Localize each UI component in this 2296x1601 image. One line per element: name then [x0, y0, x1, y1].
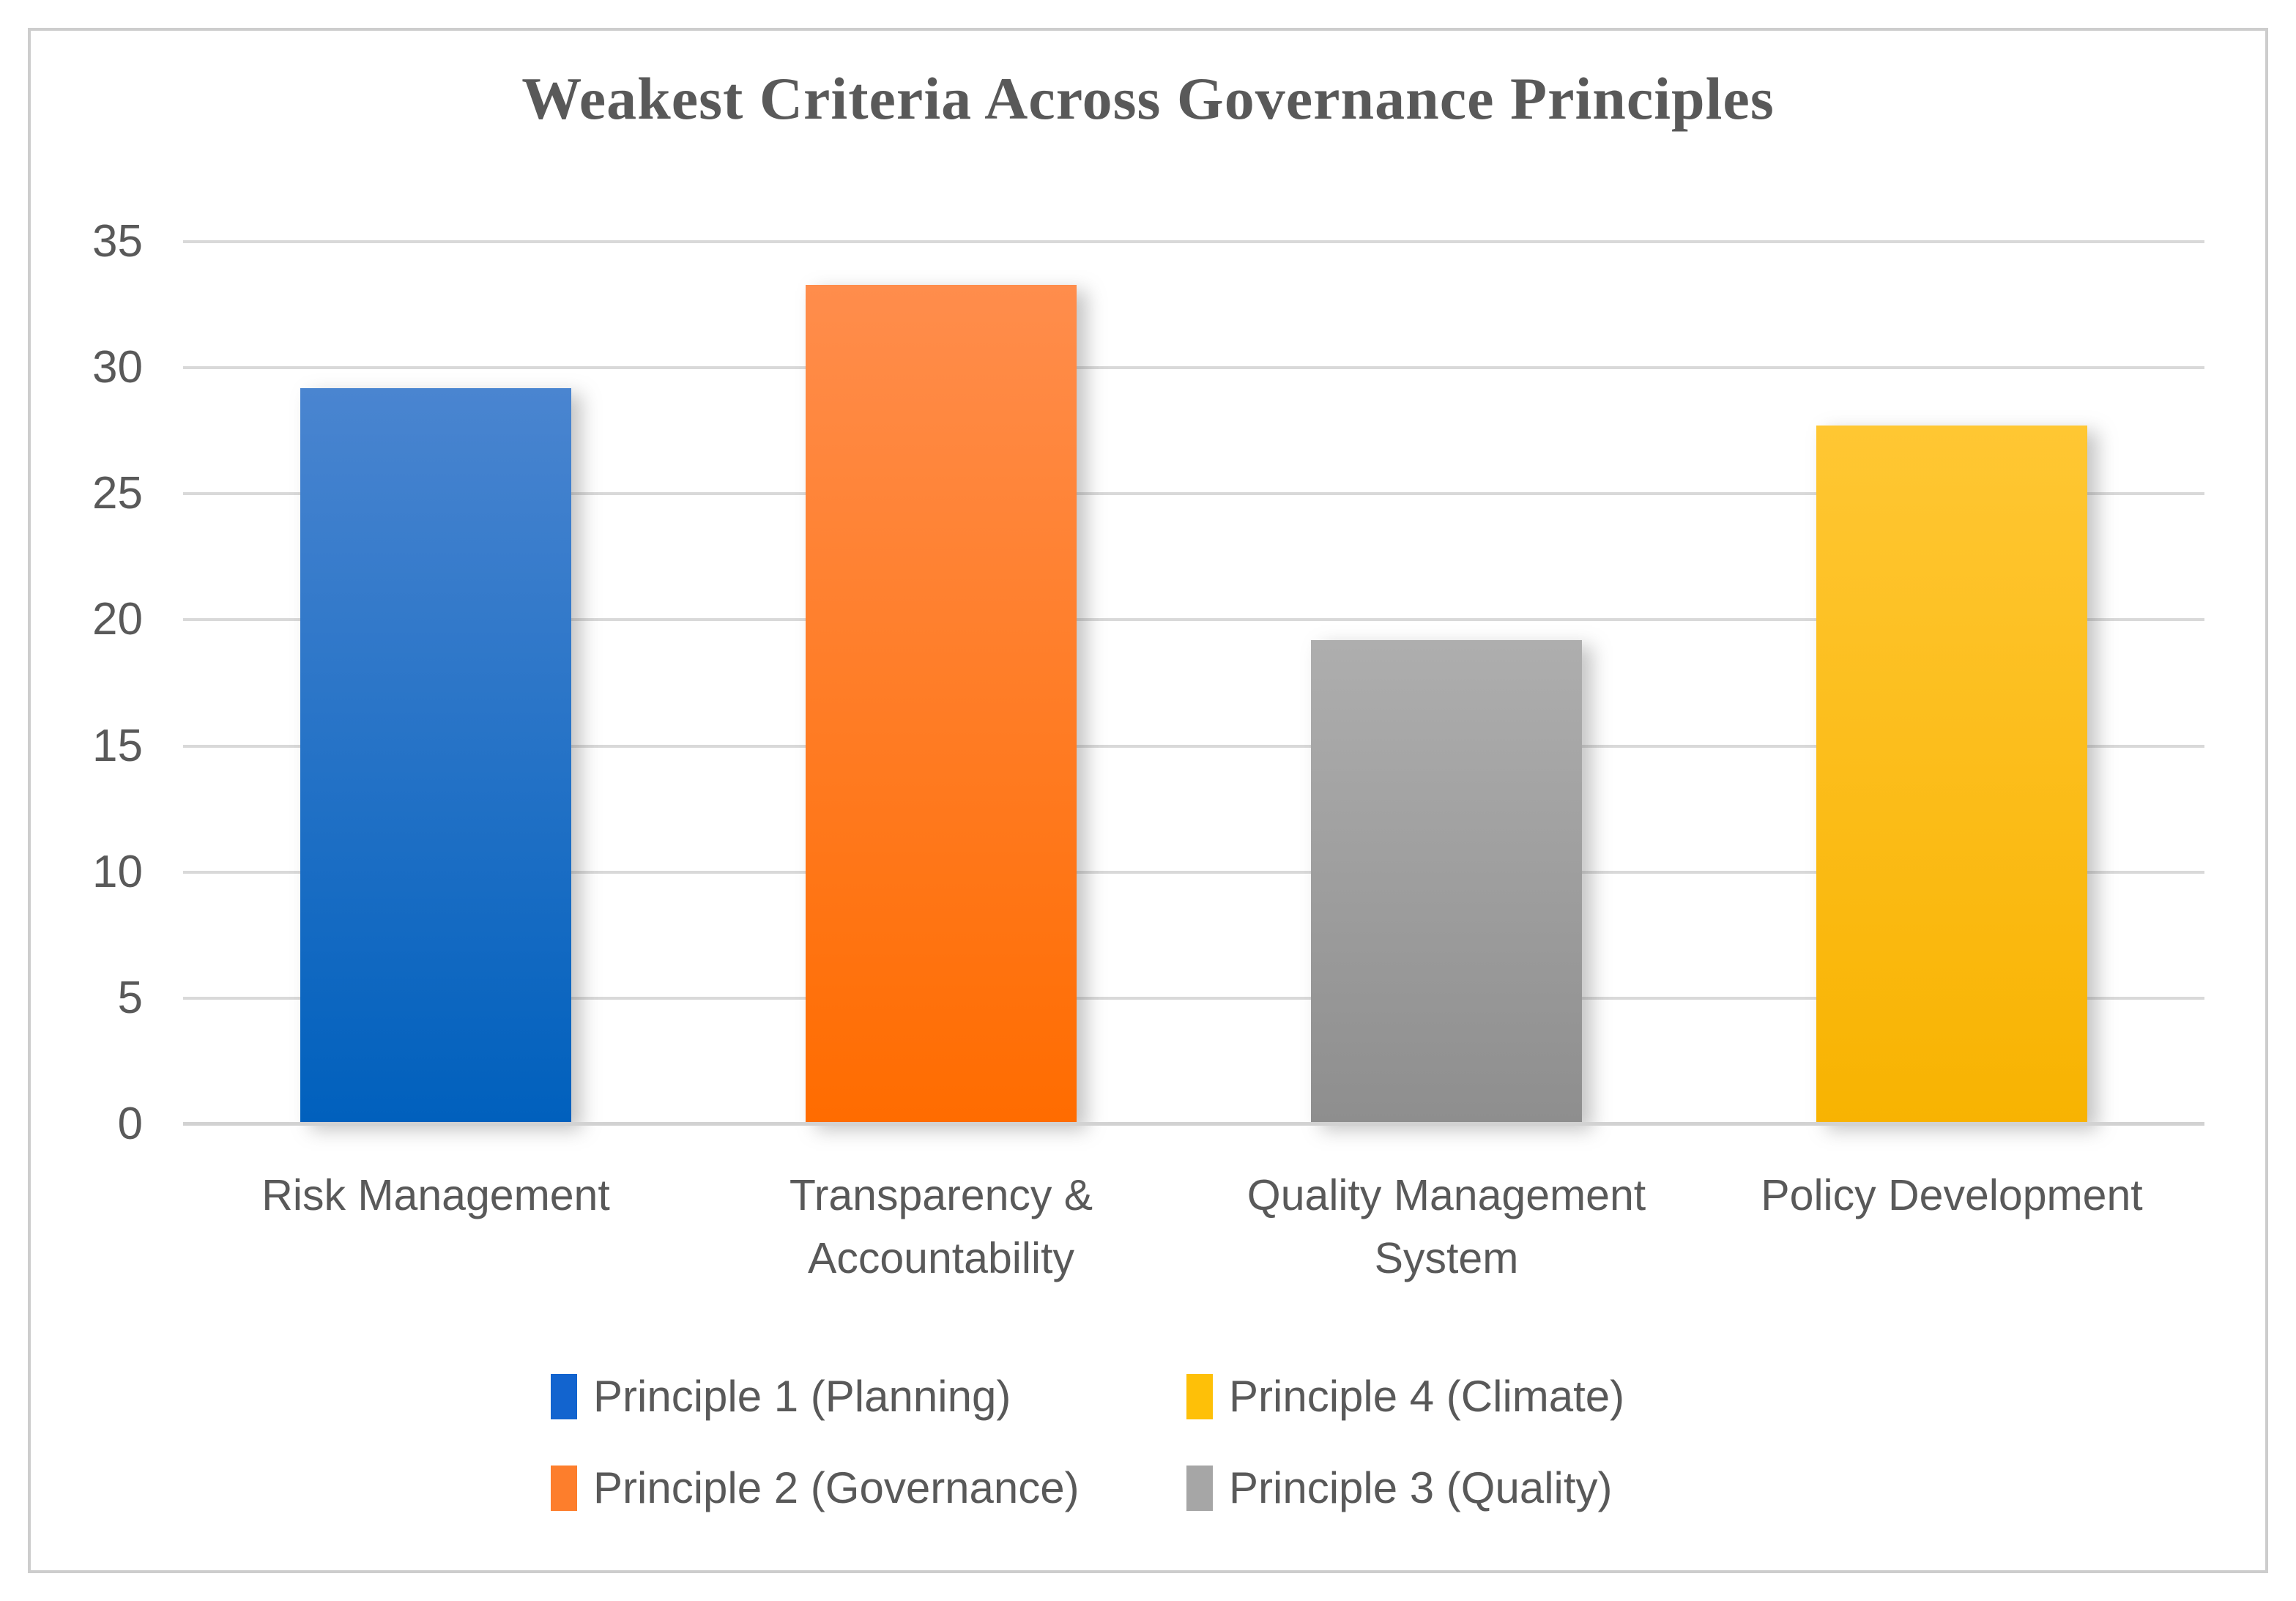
y-tick-label-5: 5 [117, 972, 143, 1023]
legend-item-principle-4-climate-: Principle 4 (Climate) [1186, 1371, 1624, 1422]
legend-label: Principle 3 (Quality) [1229, 1463, 1613, 1512]
legend-marker-icon [551, 1465, 577, 1511]
gridline-35 [183, 240, 2204, 243]
x-label-quality-management-system: Quality Management System [1247, 1171, 1646, 1282]
gridline-15 [183, 744, 2204, 748]
y-tick-label-25: 25 [92, 468, 143, 519]
plot-area: 0 5 10 15 20 25 30 35 Risk Management Transparen… [92, 216, 2204, 1282]
legend-marker-icon [1186, 1373, 1213, 1419]
gridline-25 [183, 492, 2204, 496]
legend-marker-icon [551, 1373, 577, 1419]
x-label-risk-management: Risk Management [261, 1171, 610, 1219]
y-tick-label-30: 30 [92, 342, 143, 393]
bar-quality-management-system [1311, 639, 1582, 1124]
x-axis-line [183, 1122, 2204, 1126]
gridline-10 [183, 870, 2204, 874]
y-tick-label-15: 15 [92, 720, 143, 771]
y-tick-label-0: 0 [117, 1099, 143, 1149]
x-label-transparency-accountability: Transparency & Accountability [789, 1171, 1093, 1282]
legend-label: Principle 2 (Governance) [593, 1463, 1080, 1512]
legend-item-principle-1-planning-: Principle 1 (Planning) [551, 1371, 1186, 1422]
y-tick-label-20: 20 [92, 594, 143, 645]
gridline-30 [183, 366, 2204, 370]
legend-label: Principle 1 (Planning) [593, 1372, 1011, 1421]
chart-title: Weakest Criteria Across Governance Princ… [521, 65, 1775, 132]
legend: Principle 1 (Planning) Principle 4 (Clima… [551, 1371, 1624, 1513]
legend-item-principle-3-quality-: Principle 3 (Quality) [1186, 1463, 1624, 1513]
y-tick-label-10: 10 [92, 846, 143, 897]
legend-label: Principle 4 (Climate) [1229, 1372, 1625, 1421]
bar-transparency-accountability [806, 284, 1077, 1124]
legend-item-principle-2-governance-: Principle 2 (Governance) [551, 1463, 1186, 1513]
legend-marker-icon [1186, 1465, 1213, 1511]
y-tick-label-35: 35 [92, 216, 143, 267]
gridline-5 [183, 996, 2204, 1000]
bar-risk-management [300, 387, 571, 1124]
x-label-policy-development: Policy Development [1761, 1171, 2143, 1219]
gridline-20 [183, 618, 2204, 622]
bar-policy-development [1816, 426, 2087, 1124]
